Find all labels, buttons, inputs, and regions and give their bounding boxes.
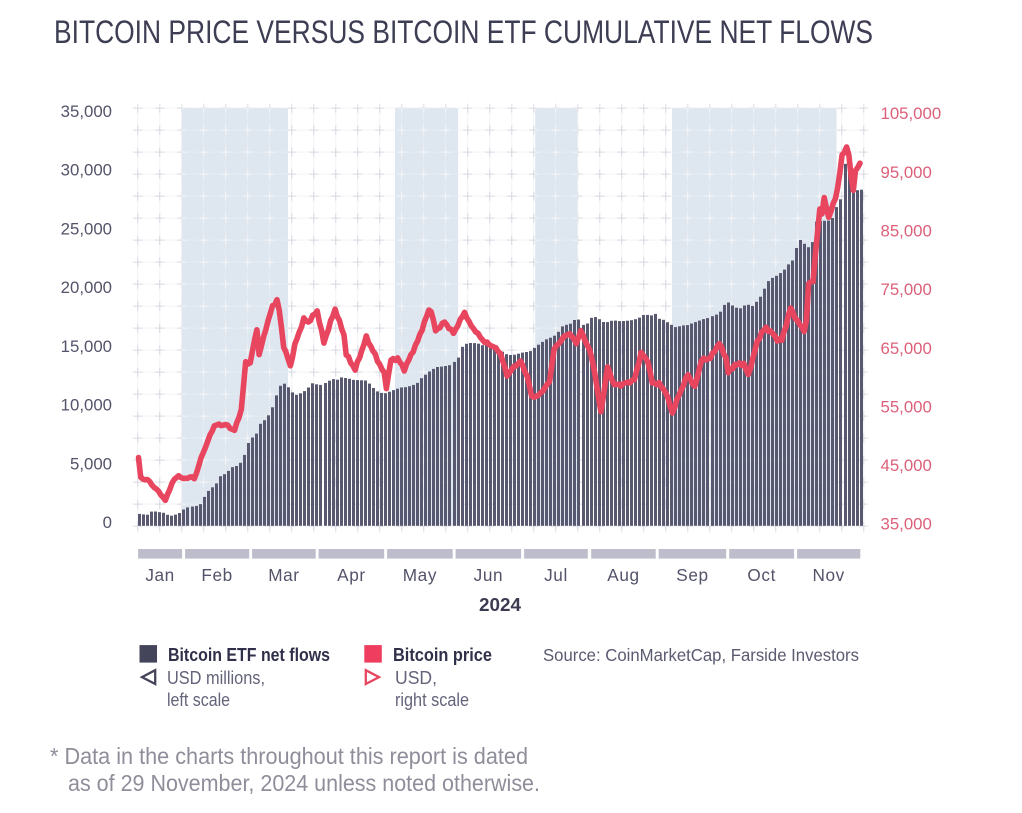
svg-text:Jan: Jan (145, 565, 175, 585)
svg-text:10,000: 10,000 (61, 396, 112, 415)
svg-text:Apr: Apr (337, 565, 366, 585)
svg-text:Source: CoinMarketCap, Farside: Source: CoinMarketCap, Farside Investors (543, 645, 859, 665)
svg-text:55,000: 55,000 (881, 397, 932, 416)
svg-text:Bitcoin ETF net flows: Bitcoin ETF net flows (168, 644, 330, 665)
svg-text:Jun: Jun (474, 565, 504, 585)
svg-text:Aug: Aug (607, 565, 639, 585)
svg-text:Nov: Nov (813, 565, 845, 585)
svg-text:Bitcoin price: Bitcoin price (393, 644, 492, 665)
svg-text:left scale: left scale (167, 690, 230, 710)
svg-text:105,000: 105,000 (881, 104, 942, 123)
svg-text:* Data in the charts throughou: * Data in the charts throughout this rep… (50, 743, 528, 769)
svg-text:Jul: Jul (544, 565, 568, 585)
svg-text:BITCOIN PRICE VERSUS BITCOIN E: BITCOIN PRICE VERSUS BITCOIN ETF CUMULAT… (54, 14, 873, 50)
svg-text:May: May (403, 565, 437, 585)
svg-text:Oct: Oct (747, 565, 776, 585)
svg-text:USD,: USD, (395, 668, 437, 688)
svg-text:45,000: 45,000 (881, 456, 932, 475)
svg-text:0: 0 (103, 513, 112, 532)
svg-text:Sep: Sep (676, 565, 708, 585)
svg-text:75,000: 75,000 (881, 280, 932, 299)
svg-text:as of 29 November, 2024 unless: as of 29 November, 2024 unless noted oth… (68, 770, 540, 796)
svg-text:85,000: 85,000 (881, 222, 932, 241)
svg-text:right scale: right scale (395, 690, 469, 710)
svg-text:20,000: 20,000 (61, 278, 112, 297)
svg-text:65,000: 65,000 (881, 339, 932, 358)
svg-text:USD millions,: USD millions, (167, 668, 265, 688)
svg-text:35,000: 35,000 (61, 102, 112, 121)
svg-text:30,000: 30,000 (61, 161, 112, 180)
svg-text:2024: 2024 (479, 595, 521, 615)
svg-text:95,000: 95,000 (881, 163, 932, 182)
svg-text:Feb: Feb (201, 565, 232, 585)
svg-text:Mar: Mar (268, 565, 299, 585)
svg-text:25,000: 25,000 (61, 219, 112, 238)
svg-text:15,000: 15,000 (61, 337, 112, 356)
svg-text:5,000: 5,000 (70, 454, 112, 473)
svg-text:35,000: 35,000 (881, 515, 932, 534)
